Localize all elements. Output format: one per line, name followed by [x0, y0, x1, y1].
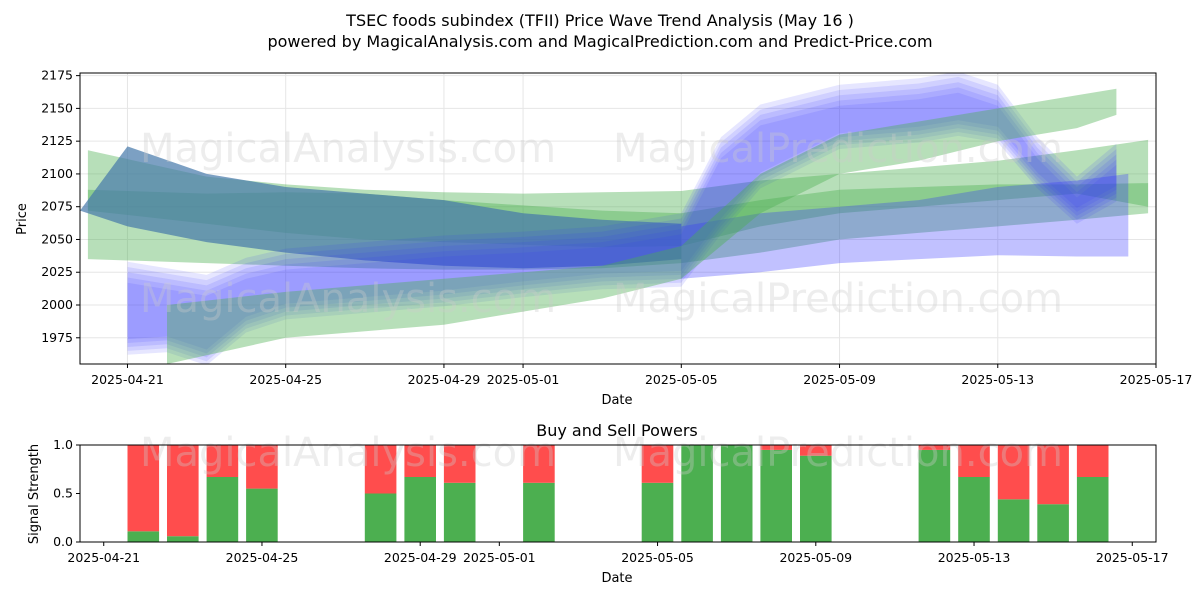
- buy-bar: [523, 482, 555, 542]
- buy-bar: [364, 493, 397, 542]
- price-band-blue: [681, 173, 1129, 279]
- signal-y-axis: 0.0 0.5 1.0: [53, 437, 80, 549]
- price-plot-frame: [79, 72, 1157, 365]
- buy-bar: [127, 531, 160, 542]
- buy-bar: [1037, 504, 1069, 542]
- signal-x-tick-label: 2025-05-05: [621, 550, 694, 565]
- buy-bar: [167, 536, 199, 542]
- price-band-steel: [80, 146, 682, 269]
- sell-bar: [997, 445, 1030, 500]
- price-y-axis-label: Price: [15, 203, 30, 235]
- price-band-green: [167, 88, 1117, 364]
- price-x-axis-label: Date: [601, 393, 632, 408]
- buy-bar: [958, 477, 990, 542]
- price-y-tick-label: 2100: [41, 166, 73, 181]
- price-chart: MagicalAnalysis.com MagicalPrediction.co…: [15, 68, 1192, 408]
- sell-bar: [206, 445, 239, 477]
- price-x-tick-label: 2025-05-01: [487, 372, 560, 387]
- price-wave-band: [127, 82, 1117, 358]
- signal-y-tick-label: 0.0: [53, 534, 73, 549]
- signal-x-tick-label: 2025-05-13: [938, 550, 1011, 565]
- sell-bar: [167, 445, 199, 537]
- price-x-tick-label: 2025-05-13: [961, 372, 1034, 387]
- buy-bar: [800, 455, 832, 542]
- price-wave-band: [127, 73, 1117, 364]
- signal-chart-title: Buy and Sell Powers: [536, 421, 698, 440]
- watermark-text: MagicalPrediction.com: [613, 126, 1063, 172]
- price-watermarks: MagicalAnalysis.com MagicalPrediction.co…: [140, 126, 1063, 322]
- sell-bar: [800, 445, 832, 456]
- signal-x-tick-label: 2025-04-29: [384, 550, 457, 565]
- price-y-tick-label: 1975: [41, 330, 73, 345]
- signal-x-tick-label: 2025-04-21: [67, 550, 140, 565]
- buy-bar: [720, 445, 753, 542]
- watermark-text: MagicalAnalysis.com: [140, 276, 556, 322]
- sell-bar: [918, 445, 951, 450]
- price-y-tick-label: 2150: [41, 100, 73, 115]
- buy-bar: [918, 449, 951, 542]
- price-x-tick-label: 2025-04-25: [249, 372, 322, 387]
- signal-x-tick-label: 2025-05-09: [779, 550, 852, 565]
- price-bands: [80, 73, 1149, 364]
- signal-y-tick-label: 1.0: [53, 437, 73, 452]
- watermark-text: MagicalPrediction.com: [613, 276, 1063, 322]
- sell-bar: [127, 445, 160, 532]
- sell-bar: [641, 445, 674, 483]
- price-x-tick-label: 2025-04-29: [408, 372, 481, 387]
- price-series-layer: [80, 73, 1149, 364]
- sell-bar: [523, 445, 555, 483]
- buy-bar: [997, 499, 1030, 542]
- sell-bar: [404, 445, 436, 477]
- sell-bar: [760, 445, 792, 450]
- buy-bar: [1076, 477, 1109, 542]
- price-y-tick-label: 2125: [41, 133, 73, 148]
- signal-y-axis-label: Signal Strength: [27, 444, 42, 544]
- buy-bar: [206, 477, 239, 542]
- signal-x-tick-label: 2025-05-01: [463, 550, 536, 565]
- price-y-tick-label: 2175: [41, 68, 73, 83]
- watermark-text: MagicalPrediction.com: [613, 430, 1063, 476]
- price-x-axis: 2025-04-21 2025-04-25 2025-04-29 2025-05-01…: [91, 364, 1192, 387]
- buy-bar: [681, 445, 713, 542]
- signal-x-axis-label: Date: [601, 571, 632, 586]
- buy-bar: [641, 482, 674, 542]
- sell-bar: [443, 445, 476, 483]
- price-wave-band: [127, 92, 1117, 350]
- price-x-tick-label: 2025-05-05: [645, 372, 718, 387]
- sell-bar: [958, 445, 990, 477]
- watermark-text: MagicalAnalysis.com: [140, 126, 556, 172]
- sell-bar: [1076, 445, 1109, 477]
- price-y-axis: 1975 2000 2025 2050 2075 2100 2125 2150 2175: [41, 68, 80, 345]
- price-x-tick-label: 2025-05-17: [1120, 372, 1193, 387]
- price-y-tick-label: 2000: [41, 297, 73, 312]
- price-x-tick-label: 2025-04-21: [91, 372, 164, 387]
- buy-bar: [760, 449, 792, 542]
- figure-title: TSEC foods subindex (TFII) Price Wave Tr…: [345, 11, 854, 30]
- signal-y-tick-label: 0.5: [53, 486, 73, 501]
- price-y-tick-label: 2050: [41, 231, 73, 246]
- signal-x-axis: 2025-04-21 2025-04-25 2025-04-29 2025-05-01…: [67, 542, 1169, 565]
- signal-x-tick-label: 2025-05-17: [1096, 550, 1169, 565]
- price-y-tick-label: 2075: [41, 199, 73, 214]
- buy-bar: [404, 477, 436, 542]
- signal-watermarks: MagicalAnalysis.com MagicalPrediction.co…: [140, 430, 1063, 476]
- watermark-text: MagicalAnalysis.com: [140, 430, 556, 476]
- price-x-tick-label: 2025-05-09: [803, 372, 876, 387]
- signal-chart: Buy and Sell Powers MagicalAnalysis.com …: [27, 421, 1169, 586]
- signal-bars-layer: [127, 445, 1109, 542]
- figure-subtitle: powered by MagicalAnalysis.com and Magic…: [267, 32, 932, 51]
- sell-bar: [1037, 445, 1069, 505]
- sell-bar: [246, 445, 278, 489]
- buy-bar: [443, 482, 476, 542]
- price-wave-band: [127, 87, 1117, 354]
- price-wave-band: [127, 76, 1117, 362]
- buy-bar: [246, 488, 278, 542]
- price-y-tick-label: 2025: [41, 264, 73, 279]
- sell-bar: [364, 445, 397, 494]
- signal-x-tick-label: 2025-04-25: [226, 550, 299, 565]
